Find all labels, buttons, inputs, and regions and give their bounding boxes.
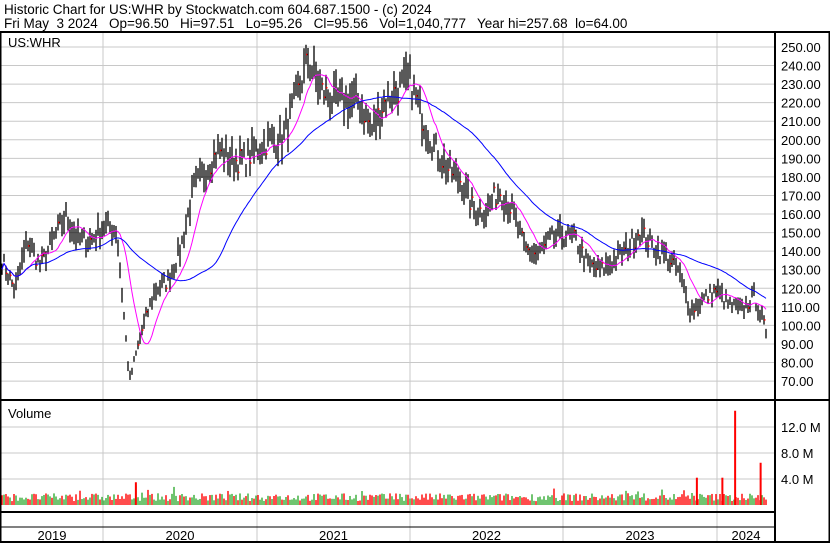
volume-tick-label: 12.0 M xyxy=(781,420,821,435)
volume-bars xyxy=(1,410,767,505)
year-label: 2021 xyxy=(319,528,348,543)
price-tick-label: 220.00 xyxy=(781,96,821,111)
price-tick-label: 210.00 xyxy=(781,114,821,129)
moving-averages xyxy=(1,74,767,345)
price-tick-label: 140.00 xyxy=(781,244,821,259)
price-tick-label: 250.00 xyxy=(781,40,821,55)
year-label: 2020 xyxy=(166,528,195,543)
grid xyxy=(1,32,775,543)
year-label: 2024 xyxy=(732,528,761,543)
year-label: 2019 xyxy=(38,528,67,543)
price-tick-label: 200.00 xyxy=(781,133,821,148)
price-bars xyxy=(1,44,767,380)
price-tick-label: 80.00 xyxy=(781,356,814,371)
volume-label: Volume xyxy=(8,406,51,421)
outer-border xyxy=(0,31,830,543)
volume-tick-label: 4.0 M xyxy=(781,472,814,487)
price-tick-label: 90.00 xyxy=(781,337,814,352)
price-tick-label: 110.00 xyxy=(781,300,820,315)
price-tick-label: 160.00 xyxy=(781,207,821,222)
price-tick-label: 150.00 xyxy=(781,226,821,241)
price-tick-label: 120.00 xyxy=(781,281,821,296)
price-tick-label: 170.00 xyxy=(781,188,821,203)
price-tick-label: 180.00 xyxy=(781,170,821,185)
year-label: 2023 xyxy=(626,528,655,543)
price-tick-label: 240.00 xyxy=(781,59,821,74)
price-tick-label: 230.00 xyxy=(781,77,821,92)
price-tick-label: 130.00 xyxy=(781,263,821,278)
chart-title: Historic Chart for US:WHR by Stockwatch.… xyxy=(4,2,432,17)
ma-long-line xyxy=(1,95,767,299)
price-tick-label: 190.00 xyxy=(781,151,821,166)
quote-summary: Fri May 3 2024 Op=96.50 Hi=97.51 Lo=95.2… xyxy=(4,16,628,31)
year-label: 2022 xyxy=(472,528,501,543)
price-tick-label: 100.00 xyxy=(781,318,821,333)
volume-tick-label: 8.0 M xyxy=(781,446,814,461)
price-tick-label: 70.00 xyxy=(781,374,814,389)
ma-short-line xyxy=(1,74,767,345)
symbol-label: US:WHR xyxy=(8,35,61,50)
axis-labels: 250.00 240.00 230.00 220.00 210.00 200.00 190.… xyxy=(38,40,821,543)
chart-frame xyxy=(0,31,830,543)
